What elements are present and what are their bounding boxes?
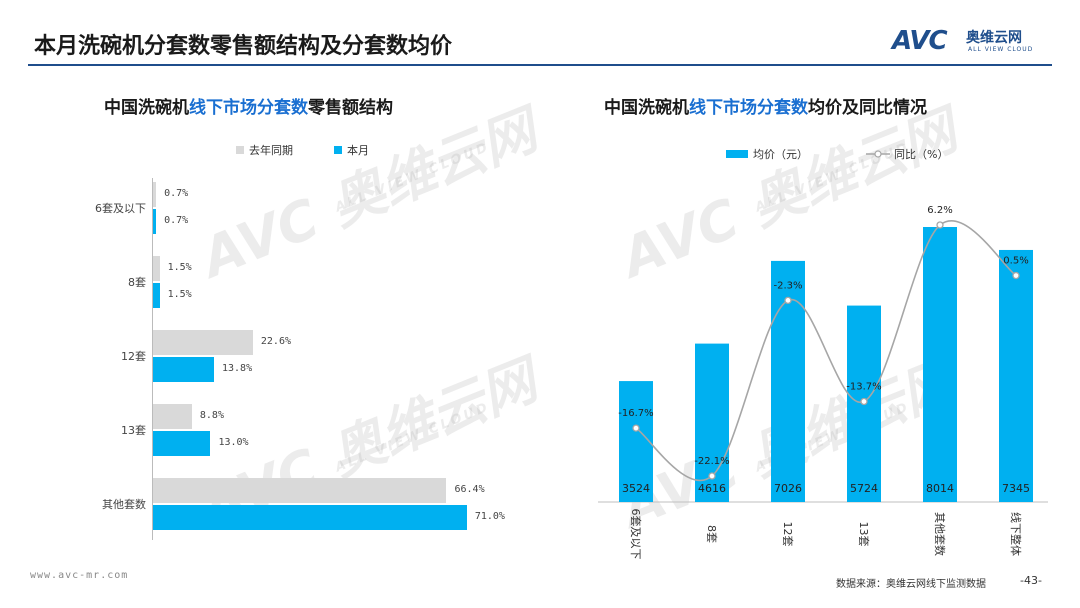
header-rule: [28, 64, 1052, 66]
header: 本月洗碗机分套数零售额结构及分套数均价 AVC 奥维云网 ALL VIEW CL…: [0, 0, 1080, 66]
bar-this-month: [153, 283, 160, 308]
legend-this-month: 本月: [334, 142, 369, 158]
bar-value-label: 5724: [850, 482, 878, 495]
legend-label-avg-price: 均价（元）: [753, 148, 808, 161]
category-label: 12套: [121, 350, 146, 363]
yoy-value-label: -2.3%: [773, 280, 802, 291]
yoy-value-label: -13.7%: [846, 381, 881, 392]
legend-label-yoy: 同比（%）: [894, 148, 949, 161]
yoy-point: [784, 296, 792, 305]
legend-label-this-month: 本月: [347, 144, 369, 157]
bar-last-year: [153, 256, 160, 281]
data-label: 8.8%: [199, 410, 224, 421]
logo-cn: 奥维云网: [966, 30, 1022, 46]
category-label: 6套及以下: [629, 509, 642, 560]
bar-avg-price: [923, 227, 957, 502]
data-label: 0.7%: [164, 188, 189, 199]
right-title-pre: 中国洗碗机: [604, 98, 689, 118]
data-label: 22.6%: [260, 336, 291, 347]
data-label: 0.7%: [164, 215, 189, 226]
yoy-point: [632, 424, 640, 432]
yoy-value-label: 6.2%: [927, 205, 952, 216]
legend-swatch-avg-price: [726, 150, 748, 158]
bar-value-label: 7026: [774, 482, 802, 495]
data-label: 13.0%: [218, 437, 249, 448]
left-title-post: 零售额结构: [308, 98, 393, 118]
category-label: 13套: [857, 522, 870, 547]
legend-last-year: 去年同期: [236, 142, 293, 158]
yoy-point: [708, 472, 716, 480]
category-label: 其他套数: [933, 512, 946, 556]
bar-this-month: [153, 505, 467, 530]
category-label: 线下整体: [1009, 512, 1023, 556]
legend-yoy: 同比（%）: [866, 146, 948, 162]
yoy-point: [936, 221, 944, 229]
category-label: 其他套数: [102, 498, 146, 511]
category-label: 8套: [705, 525, 718, 543]
left-title-pre: 中国洗碗机: [104, 98, 189, 118]
bar-last-year: [153, 478, 447, 503]
bar-value-label: 3524: [622, 482, 650, 495]
bar-value-label: 4616: [698, 482, 726, 495]
yoy-value-label: -16.7%: [618, 408, 653, 419]
bar-value-label: 8014: [926, 482, 954, 495]
footer-url[interactable]: www.avc-mr.com: [30, 570, 129, 581]
yoy-point: [860, 397, 868, 406]
logo-mark: AVC: [892, 26, 948, 56]
y-axis-line: [152, 178, 153, 540]
left-chart-title: 中国洗碗机线下市场分套数零售额结构: [104, 93, 393, 118]
legend-swatch-last-year: [236, 146, 244, 154]
category-label: 6套及以下: [95, 202, 146, 215]
watermark-sub: ALL VIEW CLOUD: [333, 399, 493, 476]
page-number: -43-: [1020, 574, 1042, 587]
bar-last-year: [153, 330, 253, 355]
data-label: 13.8%: [221, 363, 253, 374]
bar-last-year: [153, 404, 192, 429]
bar-avg-price: [999, 249, 1033, 502]
footer-source: 数据来源：奥维云网线下监测数据: [836, 579, 986, 590]
bar-this-month: [153, 431, 211, 456]
right-title-highlight: 线下市场分套数: [689, 98, 808, 118]
category-label: 12套: [781, 522, 794, 547]
yoy-point: [1012, 271, 1020, 280]
data-label: 66.4%: [454, 484, 485, 495]
page-title: 本月洗碗机分套数零售额结构及分套数均价: [34, 34, 453, 59]
bar-value-label: 7345: [1002, 482, 1030, 495]
legend-swatch-yoy: [866, 150, 890, 158]
right-chart-title: 中国洗碗机线下市场分套数均价及同比情况: [604, 93, 927, 118]
left-title-highlight: 线下市场分套数: [189, 98, 308, 118]
category-label: 13套: [121, 424, 146, 437]
logo-en: ALL VIEW CLOUD: [968, 46, 1034, 53]
yoy-value-label: -22.1%: [694, 456, 729, 467]
price-yoy-combo-chart: 3524 6套及以下 4616 8套 7026 12套 5724 13套 8014 其他套数 734…: [598, 205, 1048, 560]
yoy-line: [635, 220, 1017, 482]
legend-label-last-year: 去年同期: [249, 144, 293, 157]
legend-swatch-this-month: [334, 146, 342, 154]
legend-avg-price: 均价（元）: [726, 146, 808, 162]
bar-this-month: [153, 209, 157, 234]
category-label: 8套: [128, 276, 146, 289]
right-title-post: 均价及同比情况: [808, 98, 927, 118]
data-label: 71.0%: [474, 511, 505, 522]
data-label: 1.5%: [167, 262, 192, 273]
bar-this-month: [153, 357, 214, 382]
bar-last-year: [153, 182, 157, 207]
bar-avg-price: [619, 381, 653, 502]
yoy-value-label: 0.5%: [1003, 256, 1028, 267]
avc-logo: AVC 奥维云网 ALL VIEW CLOUD: [892, 26, 1052, 58]
data-label: 1.5%: [167, 289, 192, 300]
